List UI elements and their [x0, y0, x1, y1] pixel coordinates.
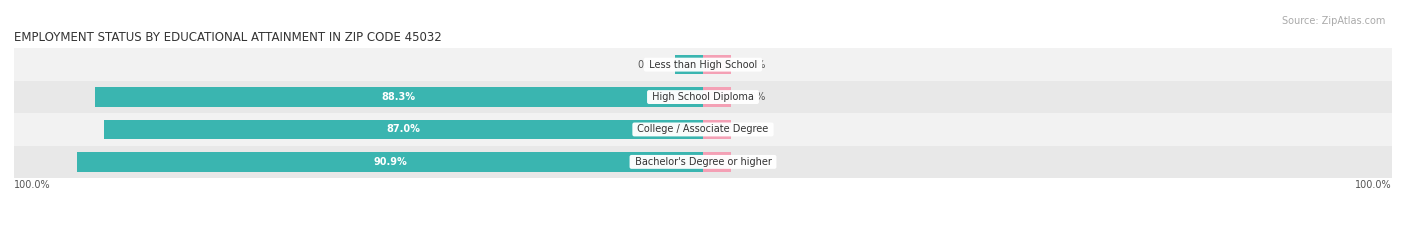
Bar — [675, 55, 703, 74]
Bar — [703, 55, 731, 74]
Text: 90.9%: 90.9% — [373, 157, 406, 167]
Text: 87.0%: 87.0% — [387, 124, 420, 134]
Text: 0.0%: 0.0% — [741, 92, 765, 102]
Bar — [14, 146, 1392, 178]
Bar — [104, 120, 703, 139]
Text: 88.3%: 88.3% — [382, 92, 416, 102]
Text: 0.0%: 0.0% — [741, 60, 765, 70]
Text: 0.0%: 0.0% — [741, 157, 765, 167]
Text: College / Associate Degree: College / Associate Degree — [634, 124, 772, 134]
Text: EMPLOYMENT STATUS BY EDUCATIONAL ATTAINMENT IN ZIP CODE 45032: EMPLOYMENT STATUS BY EDUCATIONAL ATTAINM… — [14, 31, 441, 44]
Bar — [14, 48, 1392, 81]
Text: 0.0%: 0.0% — [741, 124, 765, 134]
Bar — [703, 87, 731, 107]
Text: 100.0%: 100.0% — [14, 180, 51, 190]
Text: Less than High School: Less than High School — [645, 60, 761, 70]
Text: 0.0%: 0.0% — [637, 60, 662, 70]
Bar — [77, 152, 703, 172]
Bar — [703, 120, 731, 139]
Text: Source: ZipAtlas.com: Source: ZipAtlas.com — [1281, 16, 1385, 26]
Bar — [703, 152, 731, 172]
Bar — [14, 113, 1392, 146]
Bar — [14, 81, 1392, 113]
Text: High School Diploma: High School Diploma — [650, 92, 756, 102]
Text: 100.0%: 100.0% — [1355, 180, 1392, 190]
Text: Bachelor's Degree or higher: Bachelor's Degree or higher — [631, 157, 775, 167]
Bar — [94, 87, 703, 107]
